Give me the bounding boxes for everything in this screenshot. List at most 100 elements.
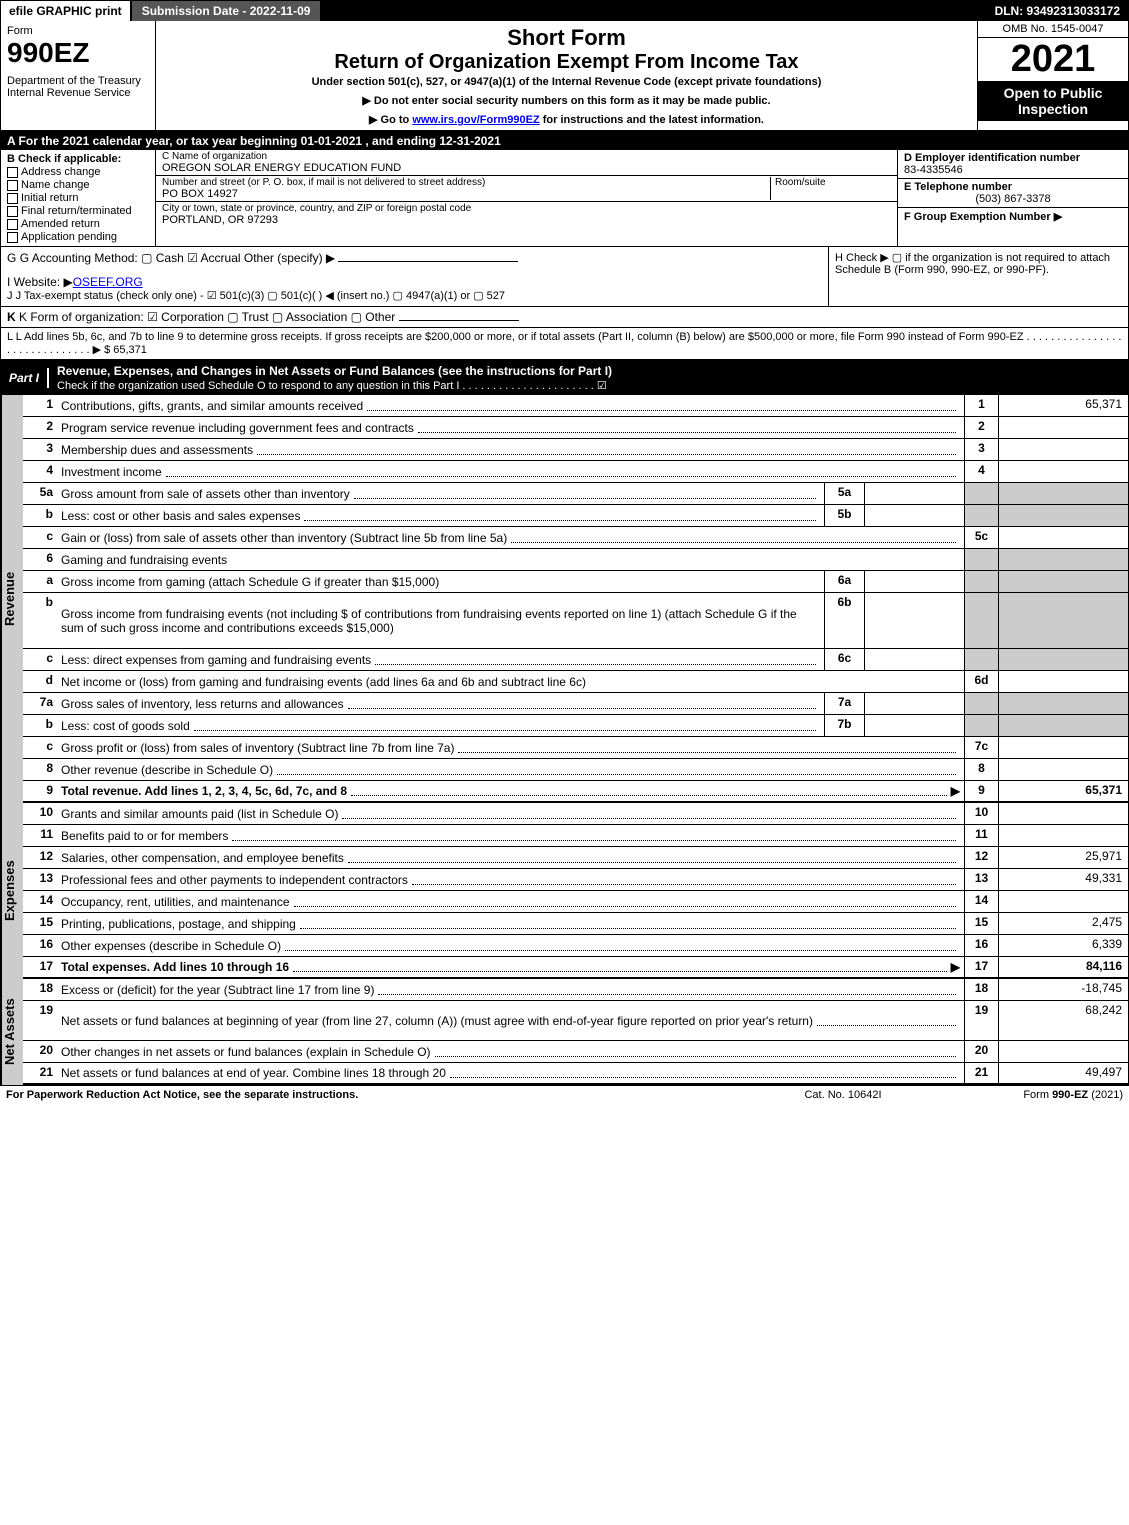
goto-post: for instructions and the latest informat…: [540, 114, 764, 126]
col-b-label: B Check if applicable:: [7, 153, 149, 165]
city-label: City or town, state or province, country…: [162, 203, 891, 214]
line-9: 9Total revenue. Add lines 1, 2, 3, 4, 5c…: [23, 781, 1128, 803]
street-label: Number and street (or P. O. box, if mail…: [162, 177, 766, 188]
line-6d: dNet income or (loss) from gaming and fu…: [23, 671, 1128, 693]
accounting-method: G G Accounting Method: ▢ Cash ☑ Accrual …: [7, 251, 822, 265]
line-19: 19Net assets or fund balances at beginni…: [23, 1001, 1128, 1041]
expenses-tab: Expenses: [1, 803, 23, 979]
line-7b: bLess: cost of goods sold7b: [23, 715, 1128, 737]
submission-date-button[interactable]: Submission Date - 2022-11-09: [132, 1, 323, 21]
netassets-table: Net Assets 18Excess or (deficit) for the…: [1, 979, 1128, 1085]
line-7a: 7aGross sales of inventory, less returns…: [23, 693, 1128, 715]
line-5c: cGain or (loss) from sale of assets othe…: [23, 527, 1128, 549]
topbar-spacer: [322, 1, 986, 21]
org-name-label: C Name of organization: [162, 151, 891, 162]
line-6: 6Gaming and fundraising events: [23, 549, 1128, 571]
line-7c: cGross profit or (loss) from sales of in…: [23, 737, 1128, 759]
chk-name-change[interactable]: Name change: [7, 179, 149, 191]
line-12: 12Salaries, other compensation, and empl…: [23, 847, 1128, 869]
part-1-bar: Part I Revenue, Expenses, and Changes in…: [1, 361, 1128, 395]
revenue-tab: Revenue: [1, 395, 23, 803]
col-g: G G Accounting Method: ▢ Cash ☑ Accrual …: [1, 247, 828, 306]
chk-amended-return[interactable]: Amended return: [7, 218, 149, 230]
street-cell: Number and street (or P. O. box, if mail…: [156, 176, 897, 202]
header-right: OMB No. 1545-0047 2021 Open to Public In…: [978, 21, 1128, 130]
line-13: 13Professional fees and other payments t…: [23, 869, 1128, 891]
line-5a: 5aGross amount from sale of assets other…: [23, 483, 1128, 505]
part-1-title: Revenue, Expenses, and Changes in Net As…: [49, 361, 1128, 395]
short-form-title: Short Form: [162, 25, 971, 51]
chk-initial-return[interactable]: Initial return: [7, 192, 149, 204]
phone-label: E Telephone number: [904, 181, 1122, 193]
netassets-tab: Net Assets: [1, 979, 23, 1085]
tax-year: 2021: [978, 38, 1128, 81]
col-h-schedule-b: H Check ▶ ▢ if the organization is not r…: [828, 247, 1128, 306]
col-b-checkboxes: B Check if applicable: Address change Na…: [1, 150, 156, 246]
row-l-gross-receipts: L L Add lines 5b, 6c, and 7b to line 9 t…: [1, 328, 1128, 361]
line-15: 15Printing, publications, postage, and s…: [23, 913, 1128, 935]
goto-pre: ▶ Go to: [369, 114, 412, 126]
chk-application-pending[interactable]: Application pending: [7, 231, 149, 243]
line-3: 3Membership dues and assessments3: [23, 439, 1128, 461]
line-6b: bGross income from fundraising events (n…: [23, 593, 1128, 649]
line-10: 10Grants and similar amounts paid (list …: [23, 803, 1128, 825]
col-d-ein: D Employer identification number 83-4335…: [898, 150, 1128, 246]
part-1-label: Part I: [1, 368, 49, 388]
form-subtitle: Under section 501(c), 527, or 4947(a)(1)…: [162, 76, 971, 88]
ein-label: D Employer identification number: [904, 152, 1122, 164]
line-16: 16Other expenses (describe in Schedule O…: [23, 935, 1128, 957]
line-6c: cLess: direct expenses from gaming and f…: [23, 649, 1128, 671]
open-public-badge: Open to Public Inspection: [978, 81, 1128, 121]
tax-exempt-status: J J Tax-exempt status (check only one) -…: [7, 289, 822, 302]
org-name-value: OREGON SOLAR ENERGY EDUCATION FUND: [162, 162, 891, 174]
header-middle: Short Form Return of Organization Exempt…: [156, 21, 978, 130]
top-bar: efile GRAPHIC print Submission Date - 20…: [1, 1, 1128, 21]
line-5b: bLess: cost or other basis and sales exp…: [23, 505, 1128, 527]
line-6a: aGross income from gaming (attach Schedu…: [23, 571, 1128, 593]
line-2: 2Program service revenue including gover…: [23, 417, 1128, 439]
line-8: 8Other revenue (describe in Schedule O)8: [23, 759, 1128, 781]
city-value: PORTLAND, OR 97293: [162, 214, 891, 226]
group-exemption-label: F Group Exemption Number ▶: [904, 210, 1122, 223]
phone-value: (503) 867-3378: [904, 193, 1122, 205]
expenses-table: Expenses 10Grants and similar amounts pa…: [1, 803, 1128, 979]
website-link[interactable]: OSEEF.ORG: [73, 275, 143, 289]
section-bcd: B Check if applicable: Address change Na…: [1, 150, 1128, 247]
form-container: efile GRAPHIC print Submission Date - 20…: [0, 0, 1129, 1086]
website-line: I Website: ▶OSEEF.ORG: [7, 275, 822, 289]
footer-paperwork: For Paperwork Reduction Act Notice, see …: [6, 1089, 743, 1101]
page-footer: For Paperwork Reduction Act Notice, see …: [0, 1086, 1129, 1104]
warning-ssn: ▶ Do not enter social security numbers o…: [162, 94, 971, 107]
chk-address-change[interactable]: Address change: [7, 166, 149, 178]
revenue-table: Revenue 1Contributions, gifts, grants, a…: [1, 395, 1128, 803]
form-title: Return of Organization Exempt From Incom…: [162, 51, 971, 74]
col-c-org-info: C Name of organization OREGON SOLAR ENER…: [156, 150, 898, 246]
efile-print-button[interactable]: efile GRAPHIC print: [1, 1, 132, 21]
city-cell: City or town, state or province, country…: [156, 202, 897, 227]
line-21: 21Net assets or fund balances at end of …: [23, 1063, 1128, 1085]
row-k-org-form: K K Form of organization: ☑ Corporation …: [1, 307, 1128, 328]
header-left: Form 990EZ Department of the Treasury In…: [1, 21, 156, 130]
department-label: Department of the Treasury Internal Reve…: [7, 75, 149, 99]
form-word: Form: [7, 25, 149, 37]
line-14: 14Occupancy, rent, utilities, and mainte…: [23, 891, 1128, 913]
org-name-cell: C Name of organization OREGON SOLAR ENER…: [156, 150, 897, 176]
ein-value: 83-4335546: [904, 164, 1122, 176]
line-18: 18Excess or (deficit) for the year (Subt…: [23, 979, 1128, 1001]
line-20: 20Other changes in net assets or fund ba…: [23, 1041, 1128, 1063]
omb-number: OMB No. 1545-0047: [978, 21, 1128, 38]
chk-final-return[interactable]: Final return/terminated: [7, 205, 149, 217]
line-11: 11Benefits paid to or for members11: [23, 825, 1128, 847]
row-gh: G G Accounting Method: ▢ Cash ☑ Accrual …: [1, 247, 1128, 307]
row-a-calendar: A For the 2021 calendar year, or tax yea…: [1, 132, 1128, 150]
street-value: PO BOX 14927: [162, 188, 766, 200]
footer-formref: Form 990-EZ (2021): [943, 1089, 1123, 1101]
room-label: Room/suite: [775, 177, 891, 188]
footer-catno: Cat. No. 10642I: [743, 1089, 943, 1101]
goto-line: ▶ Go to www.irs.gov/Form990EZ for instru…: [162, 113, 971, 126]
dln-label: DLN: 93492313033172: [987, 1, 1128, 21]
line-4: 4Investment income4: [23, 461, 1128, 483]
line-1: 1Contributions, gifts, grants, and simil…: [23, 395, 1128, 417]
irs-link[interactable]: www.irs.gov/Form990EZ: [412, 114, 539, 126]
form-number: 990EZ: [7, 37, 149, 69]
